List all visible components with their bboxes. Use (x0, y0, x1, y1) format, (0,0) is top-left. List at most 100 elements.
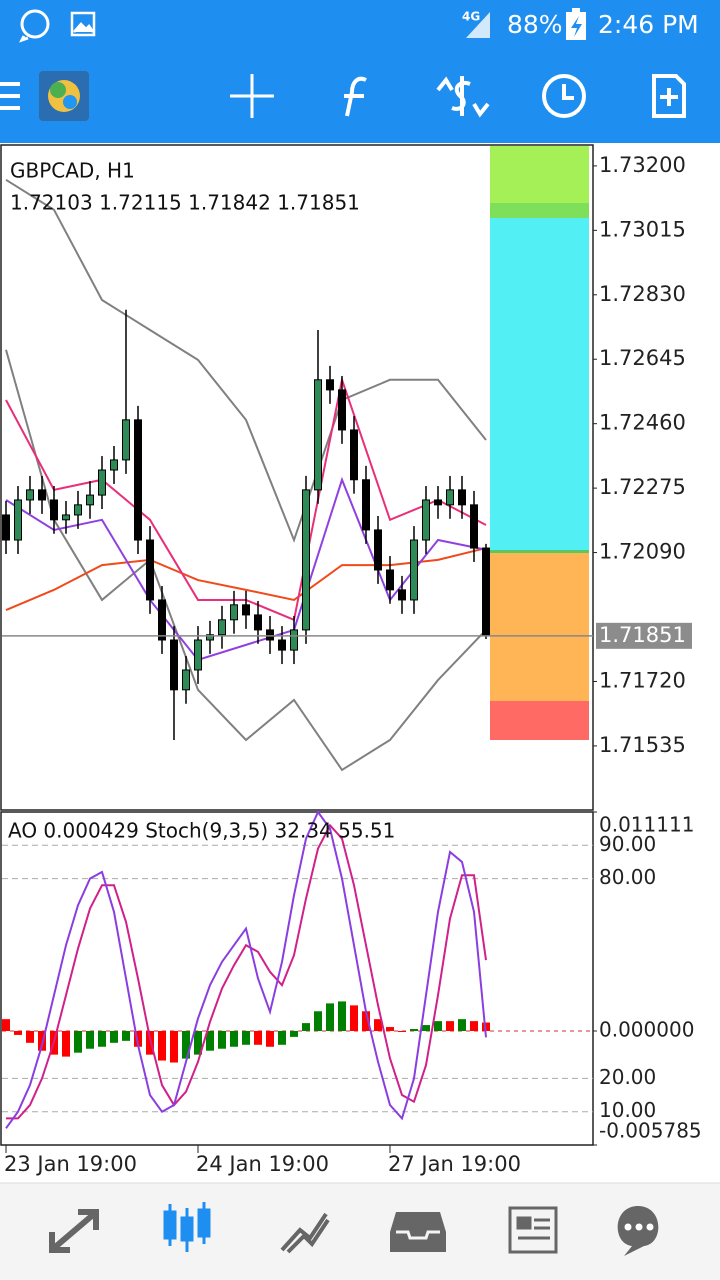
candle-body (86, 494, 94, 506)
candle-body (458, 489, 466, 506)
x-tick-label: 23 Jan 19:00 (4, 1152, 137, 1176)
candle-body (26, 489, 34, 501)
ao-bar (422, 1025, 430, 1031)
ao-bar (206, 1030, 214, 1051)
candle-body (170, 639, 178, 691)
indicators-button[interactable] (344, 76, 367, 117)
ao-bar (134, 1030, 142, 1047)
y-tick-label: 1.72460 (599, 411, 686, 435)
candle-body (374, 529, 382, 571)
candle-body (2, 514, 10, 541)
candle-body (278, 639, 286, 651)
ao-bar (398, 1030, 406, 1032)
candle-body (314, 379, 322, 491)
stoch-signal-line (6, 823, 487, 1120)
ao-bar (122, 1030, 130, 1041)
new-order-button[interactable] (652, 74, 686, 118)
trade-button[interactable] (436, 76, 490, 118)
candle-body (98, 469, 106, 496)
ao-bar (386, 1027, 394, 1031)
ao-bar (182, 1030, 190, 1059)
menu-button[interactable] (0, 82, 20, 110)
candle-body (362, 479, 370, 531)
ao-bar (362, 1011, 370, 1031)
candle-body (470, 504, 478, 549)
ao-bar (254, 1030, 262, 1045)
bottom-nav (0, 1183, 720, 1280)
candle-body (482, 547, 490, 637)
x-tick-label: 24 Jan 19:00 (196, 1152, 329, 1176)
news-tab[interactable] (508, 1206, 558, 1254)
candle-body (182, 669, 190, 691)
ao-bar (410, 1029, 418, 1031)
candle-body (350, 429, 358, 481)
indicator-legend: AO 0.000429 Stoch(9,3,5) 32.34 55.51 (8, 819, 395, 843)
ohlc-label: 1.72103 1.72115 1.71842 1.71851 (10, 191, 360, 215)
candle-body (434, 499, 442, 506)
candle-body (386, 569, 394, 591)
app-logo[interactable] (39, 71, 89, 121)
clock: 2:46 PM (598, 10, 699, 39)
ao-bar (218, 1030, 226, 1049)
ao-bar (62, 1030, 70, 1057)
candle-body (410, 539, 418, 601)
ao-bar (266, 1030, 274, 1047)
ao-bar (158, 1030, 166, 1061)
candle-body (446, 489, 454, 506)
chart-tab[interactable] (163, 1202, 211, 1252)
ao-bar (194, 1030, 202, 1055)
candle-body (242, 604, 250, 616)
trade-tab[interactable] (280, 1212, 330, 1254)
symbol-label: GBPCAD, H1 (10, 159, 135, 183)
stoch-tick-label: 10.00 (599, 1098, 656, 1122)
stoch-tick-label: 80.00 (599, 865, 656, 889)
candle-body (50, 499, 58, 521)
current-price-box (596, 622, 692, 649)
chat-tab[interactable] (617, 1206, 659, 1256)
ao-bar (146, 1030, 154, 1055)
top-bar (0, 0, 720, 143)
ao-bar (338, 1001, 346, 1031)
y-tick-label: 1.71720 (599, 668, 686, 692)
current-price-label: 1.71851 (599, 623, 686, 647)
ao-bar (458, 1019, 466, 1031)
ao-bar (314, 1011, 322, 1031)
ao-bar (278, 1030, 286, 1045)
candle-body (206, 634, 214, 641)
overlay-line (5, 178, 487, 543)
candle-body (110, 459, 118, 471)
history-button[interactable] (542, 74, 586, 118)
ao-bar (482, 1022, 490, 1031)
ao-bar (374, 1019, 382, 1031)
ao-bar (110, 1030, 118, 1043)
ao-bar (14, 1030, 22, 1035)
ao-bar (434, 1021, 442, 1031)
ao-tick-label: 0.000000 (599, 1017, 694, 1041)
candle-body (62, 514, 70, 521)
x-tick-label: 27 Jan 19:00 (388, 1152, 521, 1176)
candle-body (398, 589, 406, 601)
stoch-main-line (5, 810, 487, 1129)
stoch-tick-label: 90.00 (599, 832, 656, 856)
candle-body (338, 389, 346, 431)
crosshair-button[interactable] (230, 74, 274, 118)
whatsapp-icon (19, 9, 50, 43)
signal-icon (466, 12, 490, 38)
y-tick-label: 1.71535 (599, 733, 686, 757)
candle-body (218, 619, 226, 636)
quotes-tab[interactable] (49, 1209, 99, 1253)
history-tab[interactable] (390, 1212, 446, 1252)
ao-bar (290, 1030, 298, 1037)
candle-body (14, 499, 22, 541)
ao-bar (446, 1021, 454, 1031)
overlay-line (5, 476, 487, 662)
indicator-panel (0, 811, 594, 1146)
stoch-tick-label: 20.00 (599, 1065, 656, 1089)
candle-body (422, 499, 430, 541)
candle-body (38, 489, 46, 501)
ao-bar (26, 1030, 34, 1043)
candle-body (146, 539, 154, 601)
candle-body (290, 629, 298, 651)
